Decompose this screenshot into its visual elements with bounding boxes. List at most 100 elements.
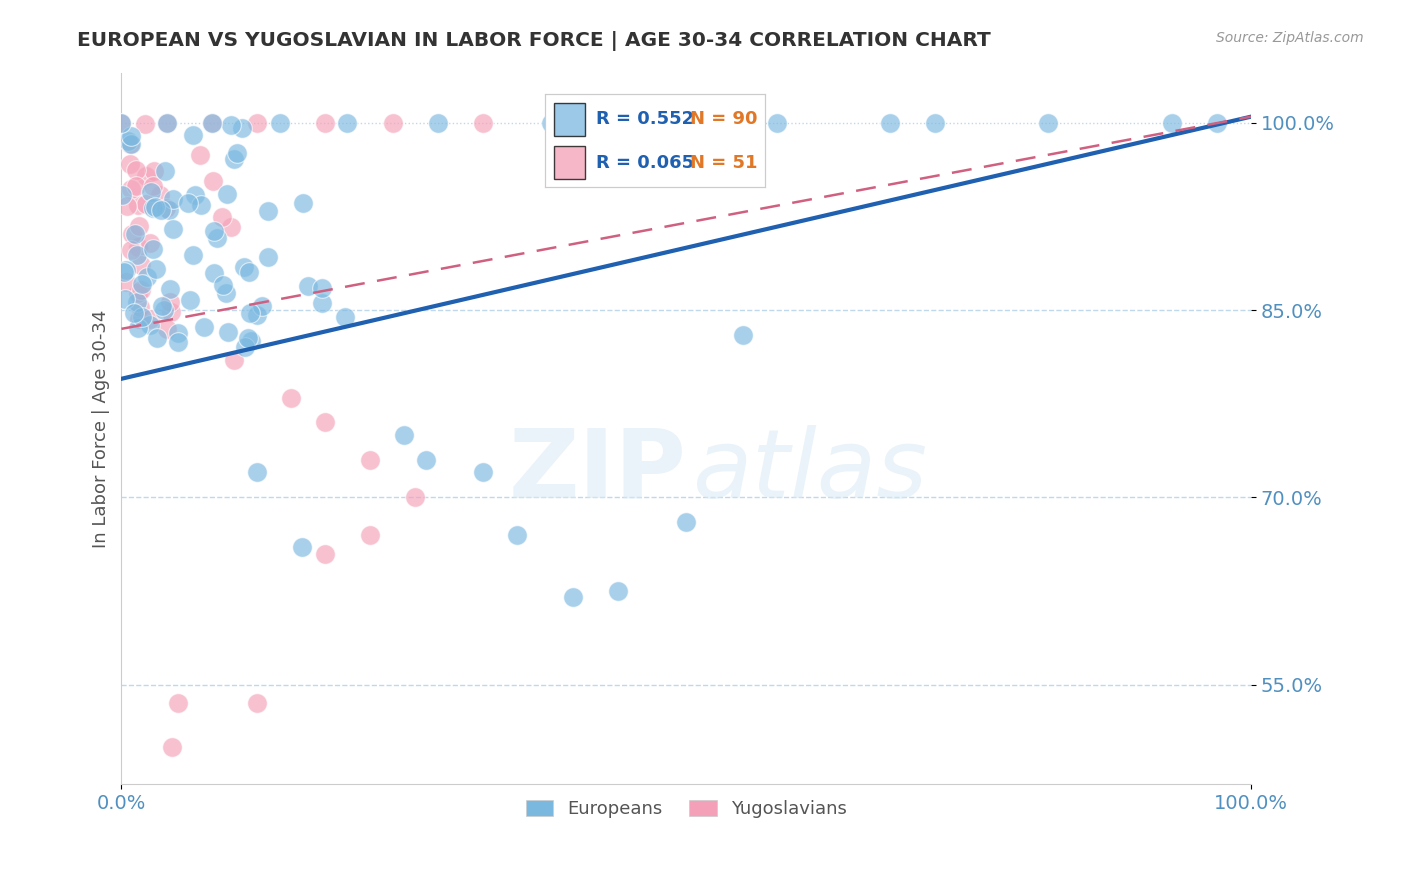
Point bbox=[118, 157, 141, 171]
Point bbox=[129, 258, 152, 272]
Point bbox=[142, 201, 165, 215]
Point bbox=[212, 278, 235, 293]
Point bbox=[128, 219, 150, 233]
Point bbox=[118, 136, 141, 151]
Point bbox=[188, 148, 211, 162]
Point bbox=[181, 128, 204, 142]
Point bbox=[131, 310, 153, 324]
Point bbox=[201, 174, 224, 188]
Point bbox=[153, 163, 176, 178]
Point bbox=[155, 201, 177, 215]
Point bbox=[426, 116, 449, 130]
Point bbox=[235, 340, 257, 354]
Point bbox=[359, 528, 381, 542]
Point bbox=[879, 116, 901, 130]
Point bbox=[139, 235, 162, 250]
Point bbox=[127, 197, 149, 211]
Point bbox=[1206, 116, 1229, 130]
Point bbox=[150, 203, 173, 218]
Point bbox=[246, 308, 269, 322]
Point bbox=[162, 222, 184, 236]
Point bbox=[115, 275, 138, 289]
Point bbox=[1036, 116, 1059, 130]
Point bbox=[540, 116, 562, 130]
Text: atlas: atlas bbox=[692, 425, 927, 518]
Point bbox=[110, 116, 132, 130]
Point bbox=[201, 116, 224, 130]
Point bbox=[142, 178, 165, 193]
Point bbox=[127, 285, 149, 300]
Point bbox=[415, 453, 437, 467]
Point bbox=[924, 116, 946, 130]
Point bbox=[139, 318, 162, 333]
Point bbox=[314, 416, 336, 430]
Point bbox=[314, 547, 336, 561]
Point bbox=[297, 278, 319, 293]
Point bbox=[179, 293, 201, 307]
Text: ZIP: ZIP bbox=[509, 425, 686, 518]
Point bbox=[117, 134, 139, 148]
Point bbox=[335, 310, 357, 325]
Point bbox=[167, 326, 190, 341]
Point bbox=[240, 334, 263, 349]
Point bbox=[142, 164, 165, 178]
Point bbox=[222, 152, 245, 166]
Point bbox=[156, 322, 179, 336]
Point bbox=[115, 198, 138, 212]
Point bbox=[311, 296, 333, 310]
Point bbox=[112, 265, 135, 279]
Point bbox=[652, 116, 675, 130]
Point bbox=[125, 178, 148, 193]
Point bbox=[134, 117, 156, 131]
Point bbox=[139, 185, 162, 199]
Point bbox=[135, 197, 157, 211]
Point bbox=[731, 328, 754, 343]
Point bbox=[110, 116, 132, 130]
Point bbox=[145, 262, 167, 277]
Point bbox=[238, 331, 260, 345]
Point bbox=[292, 196, 315, 211]
Point bbox=[120, 182, 142, 196]
Point bbox=[136, 269, 159, 284]
Point bbox=[202, 224, 225, 238]
Point bbox=[127, 321, 149, 335]
Point bbox=[404, 491, 426, 505]
Point bbox=[314, 116, 336, 130]
Point bbox=[184, 187, 207, 202]
Point bbox=[128, 311, 150, 326]
Point bbox=[231, 121, 253, 136]
Point bbox=[392, 428, 415, 442]
Point bbox=[150, 299, 173, 313]
Point bbox=[675, 516, 697, 530]
Point bbox=[381, 116, 404, 130]
Point bbox=[124, 227, 146, 241]
Point bbox=[217, 326, 239, 340]
Point bbox=[202, 266, 225, 280]
Point bbox=[142, 242, 165, 256]
Point bbox=[562, 116, 585, 130]
Point bbox=[607, 584, 630, 599]
Point bbox=[122, 306, 145, 320]
Point bbox=[120, 129, 142, 144]
Point bbox=[221, 220, 243, 235]
Point bbox=[129, 300, 152, 314]
Point bbox=[145, 200, 167, 214]
Point bbox=[246, 116, 269, 130]
Point bbox=[149, 187, 172, 202]
Point bbox=[471, 116, 494, 130]
Point bbox=[232, 260, 254, 274]
Point bbox=[131, 283, 153, 297]
Point bbox=[201, 116, 224, 130]
Point bbox=[146, 331, 169, 345]
Point bbox=[181, 248, 204, 262]
Point bbox=[1161, 116, 1184, 130]
Point bbox=[125, 295, 148, 310]
Point bbox=[162, 192, 184, 206]
Point bbox=[239, 306, 262, 320]
Text: EUROPEAN VS YUGOSLAVIAN IN LABOR FORCE | AGE 30-34 CORRELATION CHART: EUROPEAN VS YUGOSLAVIAN IN LABOR FORCE |… bbox=[77, 31, 991, 51]
Y-axis label: In Labor Force | Age 30-34: In Labor Force | Age 30-34 bbox=[93, 310, 110, 548]
Point bbox=[359, 453, 381, 467]
Point bbox=[207, 231, 229, 245]
Point bbox=[167, 696, 190, 710]
Point bbox=[250, 299, 273, 313]
